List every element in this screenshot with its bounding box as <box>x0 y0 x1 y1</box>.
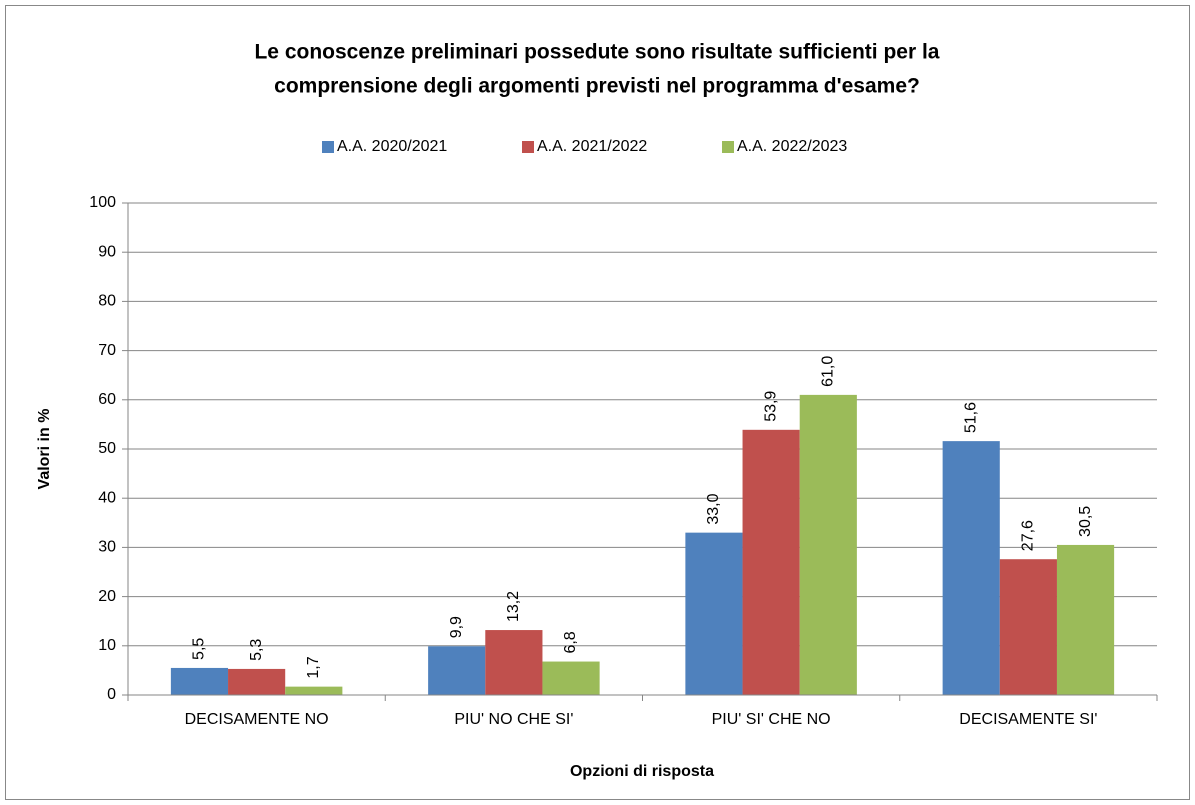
x-tick-label: PIU' SI' CHE NO <box>712 711 831 728</box>
bar <box>685 532 743 695</box>
value-label: 5,5 <box>191 638 208 660</box>
bar <box>999 559 1057 695</box>
y-axis-title: Valori in % <box>36 409 53 490</box>
value-label: 30,5 <box>1077 506 1094 537</box>
value-label: 53,9 <box>762 391 779 422</box>
legend-swatch <box>322 141 334 153</box>
value-label: 1,7 <box>305 656 322 678</box>
legend-swatch <box>722 141 734 153</box>
x-tick-label: DECISAMENTE SI' <box>959 711 1097 728</box>
y-tick-label: 0 <box>107 686 116 703</box>
value-label: 6,8 <box>562 631 579 653</box>
bar <box>799 394 857 695</box>
bar <box>170 667 229 695</box>
bar <box>542 661 600 695</box>
x-tick-label: PIU' NO CHE SI' <box>454 711 573 728</box>
chart-title: comprensione degli argomenti previsti ne… <box>274 75 920 98</box>
bar <box>285 686 343 695</box>
y-tick-label: 90 <box>98 243 116 260</box>
value-label: 61,0 <box>820 356 837 387</box>
bar <box>228 668 286 695</box>
bar <box>742 429 800 695</box>
y-tick-label: 50 <box>98 440 116 457</box>
y-tick-label: 40 <box>98 489 116 506</box>
y-tick-label: 20 <box>98 588 116 605</box>
value-label: 51,6 <box>962 402 979 433</box>
bar <box>428 646 486 695</box>
y-tick-label: 70 <box>98 342 116 359</box>
legend-label: A.A. 2022/2023 <box>737 138 847 155</box>
y-tick-label: 80 <box>98 293 116 310</box>
value-label: 9,9 <box>448 616 465 638</box>
bar <box>485 630 543 695</box>
value-label: 13,2 <box>505 591 522 622</box>
y-tick-label: 100 <box>89 194 116 211</box>
y-tick-label: 10 <box>98 637 116 654</box>
chart-title: Le conoscenze preliminari possedute sono… <box>254 41 939 64</box>
legend-swatch <box>522 141 534 153</box>
value-label: 27,6 <box>1020 520 1037 551</box>
x-tick-label: DECISAMENTE NO <box>185 711 329 728</box>
legend-label: A.A. 2020/2021 <box>337 138 447 155</box>
value-label: 33,0 <box>705 493 722 524</box>
legend-label: A.A. 2021/2022 <box>537 138 647 155</box>
y-tick-label: 30 <box>98 539 116 556</box>
y-tick-label: 60 <box>98 391 116 408</box>
bar <box>942 441 1000 695</box>
bar <box>1056 544 1115 695</box>
value-label: 5,3 <box>248 639 265 661</box>
x-axis-title: Opzioni di risposta <box>570 763 714 780</box>
